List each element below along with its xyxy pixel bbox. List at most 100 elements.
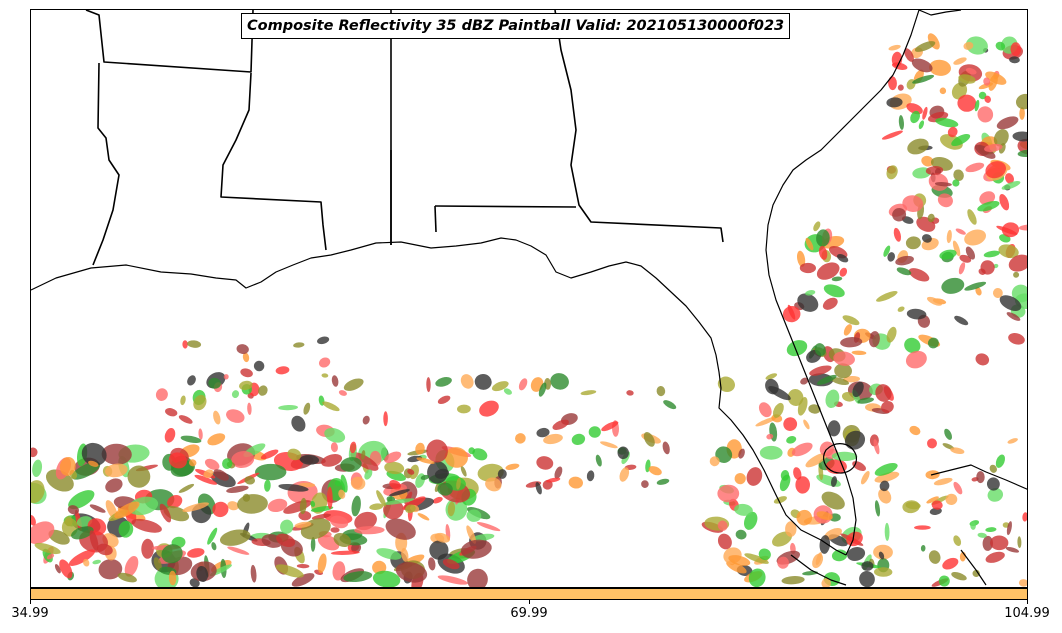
reflectivity-blob [48, 529, 70, 545]
colorbar [30, 588, 1028, 600]
reflectivity-blob [805, 237, 814, 251]
reflectivity-blob [914, 41, 936, 52]
reflectivity-blob [536, 427, 550, 438]
reflectivity-blob [709, 456, 720, 467]
reflectivity-blob [182, 502, 209, 513]
reflectivity-blob [187, 375, 196, 386]
reflectivity-blob [993, 129, 1009, 147]
reflectivity-blob [81, 442, 107, 466]
reflectivity-blob [715, 446, 733, 463]
reflectivity-blob [426, 439, 448, 463]
reflectivity-blob [836, 254, 849, 263]
colorbar-tick-label-min: 34.99 [11, 606, 49, 621]
reflectivity-blob [231, 451, 255, 468]
reflectivity-blob [964, 281, 987, 291]
reflectivity-blob [824, 528, 842, 540]
reflectivity-blob [950, 447, 965, 454]
reflectivity-blob [861, 561, 874, 571]
reflectivity-blob [354, 511, 377, 531]
reflectivity-blob [64, 516, 73, 527]
reflectivity-blob [287, 448, 302, 461]
reflectivity-blob [296, 563, 310, 569]
reflectivity-blob [1006, 521, 1012, 536]
reflectivity-blob [329, 515, 349, 529]
reflectivity-blob [937, 193, 953, 208]
reflectivity-blob [118, 520, 134, 538]
reflectivity-blob [967, 209, 977, 225]
reflectivity-blob [965, 67, 977, 75]
map-panel [30, 9, 1028, 588]
reflectivity-blob [928, 550, 941, 564]
reflectivity-blob [1008, 254, 1027, 272]
reflectivity-blob [420, 474, 430, 480]
reflectivity-blob [226, 409, 245, 423]
reflectivity-blob [1009, 56, 1020, 64]
reflectivity-blob [372, 570, 401, 587]
reflectivity-blob [931, 500, 943, 510]
reflectivity-blob [648, 466, 662, 476]
reflectivity-blob [772, 402, 784, 418]
reflectivity-blob [980, 260, 995, 275]
reflectivity-blob [782, 305, 801, 323]
reflectivity-blob [726, 561, 747, 574]
reflectivity-blob [211, 542, 217, 551]
reflectivity-blob [303, 402, 311, 415]
reflectivity-blob [793, 467, 802, 480]
reflectivity-blob [155, 388, 168, 401]
reflectivity-blob [984, 95, 991, 103]
reflectivity-blob [831, 276, 843, 282]
reflectivity-blob [351, 495, 361, 517]
reflectivity-blob [989, 464, 997, 473]
reflectivity-blob [472, 448, 488, 461]
reflectivity-blob [959, 254, 972, 263]
reflectivity-blob [963, 41, 974, 50]
reflectivity-blob [873, 544, 893, 560]
reflectivity-blob [874, 462, 898, 476]
reflectivity-blob [859, 571, 875, 587]
reflectivity-blob [803, 419, 810, 430]
reflectivity-blob [437, 395, 451, 404]
reflectivity-blob [954, 315, 969, 326]
reflectivity-blob [267, 498, 288, 513]
reflectivity-blob [1012, 131, 1027, 142]
reflectivity-blob [223, 374, 229, 380]
reflectivity-blob [758, 402, 772, 418]
reflectivity-blob [875, 384, 892, 402]
reflectivity-blob [1011, 284, 1027, 303]
reflectivity-blob [797, 250, 806, 267]
reflectivity-blob [796, 509, 813, 526]
reflectivity-blob [939, 87, 947, 95]
reflectivity-blob [244, 476, 255, 485]
reflectivity-blob [797, 293, 819, 312]
reflectivity-blob [104, 463, 128, 478]
reflectivity-blob [957, 94, 977, 112]
reflectivity-blob [912, 74, 935, 84]
reflectivity-blob [781, 576, 805, 585]
reflectivity-blob [827, 420, 841, 437]
reflectivity-blob [415, 442, 425, 455]
map-canvas [31, 10, 1027, 587]
reflectivity-blob [878, 488, 892, 504]
reflectivity-blob [196, 565, 209, 583]
reflectivity-blob [816, 229, 830, 247]
reflectivity-blob [995, 41, 1006, 51]
reflectivity-blob [818, 245, 828, 260]
reflectivity-blob [330, 442, 338, 453]
reflectivity-blob [860, 471, 870, 485]
reflectivity-blob [568, 476, 583, 489]
reflectivity-blob [222, 458, 233, 469]
reflectivity-blob [253, 360, 265, 372]
reflectivity-blob [985, 527, 997, 533]
reflectivity-blob [852, 381, 864, 398]
reflectivity-blob [226, 485, 249, 493]
reflectivity-blob [207, 433, 226, 446]
reflectivity-blob [417, 513, 430, 521]
reflectivity-blob [816, 262, 840, 280]
reflectivity-blob [278, 483, 309, 492]
reflectivity-blob [242, 493, 251, 502]
reflectivity-blob [902, 500, 920, 514]
reflectivity-blob [927, 337, 939, 349]
reflectivity-blob [236, 344, 249, 355]
reflectivity-blob [985, 161, 1006, 179]
reflectivity-blob [588, 426, 601, 438]
